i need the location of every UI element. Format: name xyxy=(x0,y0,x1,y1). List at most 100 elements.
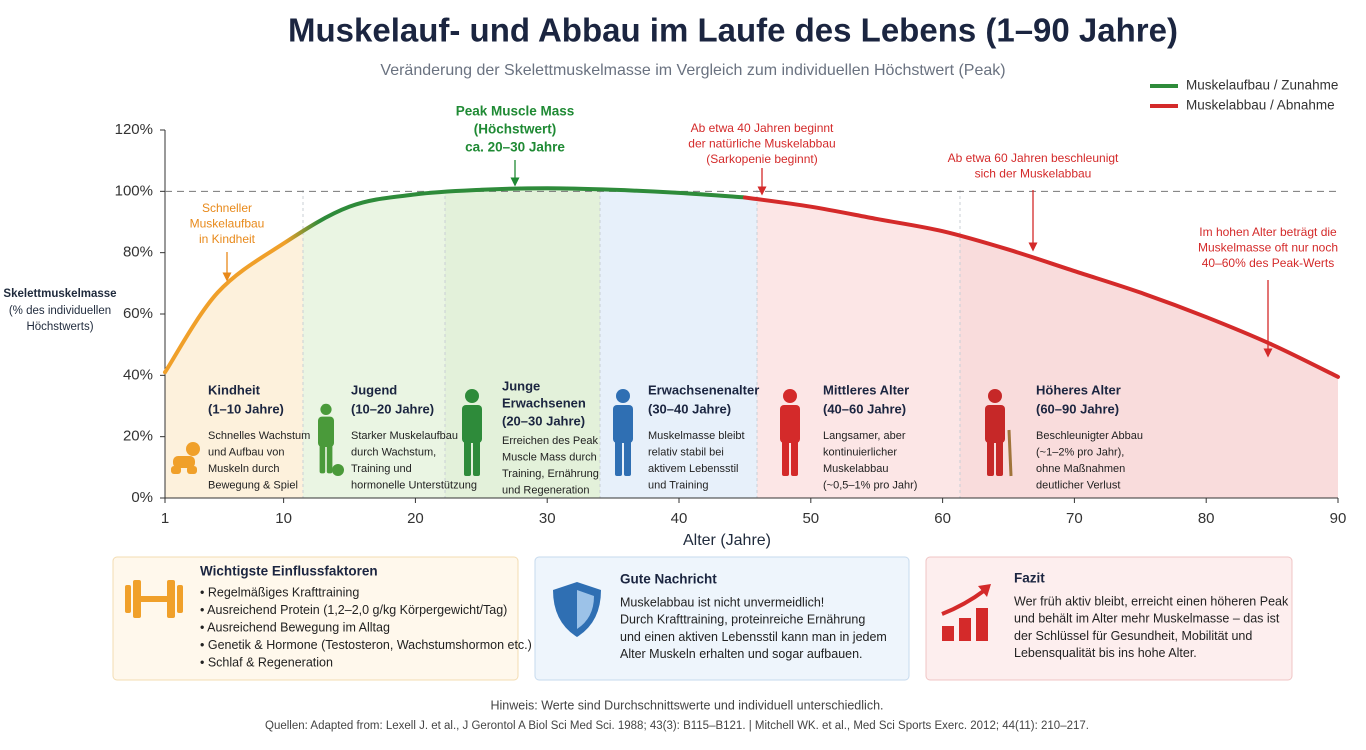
phase-range: (20–30 Jahre) xyxy=(502,413,585,428)
annotation: Ab etwa 60 Jahren beschleunigt xyxy=(948,151,1119,165)
card xyxy=(534,556,910,681)
card-line: • Ausreichend Protein (1,2–2,0 g/kg Körp… xyxy=(200,603,507,617)
phase-title: Erwachsenen xyxy=(502,395,586,410)
phase-text: Bewegung & Spiel xyxy=(208,479,298,491)
phase-text: Erreichen des Peak xyxy=(502,435,598,447)
phase-text: Training, Ernährung xyxy=(502,468,599,480)
phase-text: Schnelles Wachstum xyxy=(208,430,310,442)
ball xyxy=(332,464,344,476)
leg xyxy=(464,440,471,476)
x-tick-label: 50 xyxy=(802,510,819,527)
dumbbell-icon xyxy=(125,580,183,618)
leg xyxy=(624,440,631,476)
head xyxy=(783,389,797,403)
series-line xyxy=(163,186,747,375)
leg xyxy=(987,440,994,476)
annotation: Muskelaufbau xyxy=(190,217,265,231)
leg xyxy=(996,440,1003,476)
card-title: Gute Nachricht xyxy=(620,572,717,587)
y-axis-label: (% des individuellen xyxy=(9,305,111,317)
leg xyxy=(782,440,789,476)
phase-text: Muskelmasse bleibt xyxy=(648,430,745,442)
phase-text: Training und xyxy=(351,463,412,475)
y-tick-label: 100% xyxy=(115,182,153,199)
body xyxy=(462,405,482,443)
head xyxy=(616,389,630,403)
person-icon xyxy=(985,389,1013,477)
head xyxy=(465,389,479,403)
leg xyxy=(319,444,326,474)
legend-label: Muskelabbau / Abnahme xyxy=(1186,98,1335,113)
annotation: sich der Muskelabbau xyxy=(975,167,1092,181)
annotation: Peak Muscle Mass xyxy=(456,104,575,119)
annotation: der natürliche Muskelabbau xyxy=(688,137,835,151)
phase-text: Starker Muskelaufbau xyxy=(351,430,458,442)
person-icon xyxy=(171,442,200,474)
body xyxy=(173,456,195,468)
card-line: • Regelmäßiges Krafttraining xyxy=(200,585,359,599)
card-line: Durch Krafttraining, proteinreiche Ernäh… xyxy=(620,613,865,627)
phase-title: Höheres Alter xyxy=(1036,382,1121,397)
annotation: (Höchstwert) xyxy=(474,122,557,137)
phase-bands xyxy=(165,188,1338,498)
card xyxy=(112,556,519,681)
card-line: der Schlüssel für Gesundheit, Mobilität … xyxy=(1014,629,1252,643)
phase-text: Muskelabbau xyxy=(823,463,888,475)
card-line: Muskelabbau ist nicht unvermeidlich! xyxy=(620,595,824,609)
phase-range: (40–60 Jahre) xyxy=(823,401,906,416)
body xyxy=(613,405,633,443)
annotation: Muskelmasse oft nur noch xyxy=(1198,241,1338,255)
footer-sources: Quellen: Adapted from: Lexell J. et al.,… xyxy=(265,720,1089,732)
body xyxy=(985,405,1005,443)
card-title: Wichtigste Einflussfaktoren xyxy=(200,564,378,579)
legend-label: Muskelaufbau / Zunahme xyxy=(1186,78,1338,93)
y-tick-label: 40% xyxy=(123,366,153,383)
card-line: und einen aktiven Lebensstil kann man in… xyxy=(620,630,887,644)
annotation: Ab etwa 40 Jahren beginnt xyxy=(691,121,834,135)
phase-range: (10–20 Jahre) xyxy=(351,401,434,416)
phase-text: Muscle Mass durch xyxy=(502,451,597,463)
person-icon xyxy=(780,389,800,476)
person-icon xyxy=(318,403,344,476)
phase-text: und Aufbau von xyxy=(208,446,284,458)
annotation: Schneller xyxy=(202,201,252,215)
leg xyxy=(187,466,197,474)
phase-range: (60–90 Jahre) xyxy=(1036,401,1119,416)
phase-text: (~1–2% pro Jahr), xyxy=(1036,446,1124,458)
phase-band xyxy=(757,188,960,498)
y-tick-label: 0% xyxy=(131,489,153,506)
phase-text: und Regeneration xyxy=(502,484,589,496)
phase-text: relativ stabil bei xyxy=(648,446,724,458)
annotation: (Sarkopenie beginnt) xyxy=(706,152,817,166)
card-line: Wer früh aktiv bleibt, erreicht einen hö… xyxy=(1014,594,1289,608)
annotation: ca. 20–30 Jahre xyxy=(465,140,565,155)
phase-title: Erwachsenenalter xyxy=(648,382,759,397)
shield-icon xyxy=(553,582,601,637)
y-tick-label: 120% xyxy=(115,121,153,138)
phase-title: Kindheit xyxy=(208,382,261,397)
x-tick-label: 10 xyxy=(275,510,292,527)
head xyxy=(186,442,200,456)
chart-title: Muskelauf- und Abbau im Laufe des Lebens… xyxy=(288,12,1178,49)
phase-title: Junge xyxy=(502,378,540,393)
phase-text: aktivem Lebensstil xyxy=(648,463,739,475)
y-tick-label: 80% xyxy=(123,244,153,261)
leg xyxy=(791,440,798,476)
x-axis-label: Alter (Jahre) xyxy=(683,532,771,549)
x-tick-label: 60 xyxy=(934,510,951,527)
y-tick-label: 20% xyxy=(123,428,153,445)
annotation: Im hohen Alter beträgt die xyxy=(1199,225,1337,239)
phase-text: hormonelle Unterstützung xyxy=(351,479,477,491)
y-tick-label: 60% xyxy=(123,305,153,322)
head xyxy=(988,389,1002,403)
y-axis-label: Höchstwerts) xyxy=(26,321,93,333)
leg xyxy=(326,444,333,474)
cane xyxy=(1007,429,1013,477)
leg xyxy=(473,440,480,476)
leg xyxy=(171,466,181,474)
growth-icon xyxy=(941,584,991,641)
phase-text: Muskeln durch xyxy=(208,463,280,475)
leg xyxy=(615,440,622,476)
x-tick-label: 30 xyxy=(539,510,556,527)
